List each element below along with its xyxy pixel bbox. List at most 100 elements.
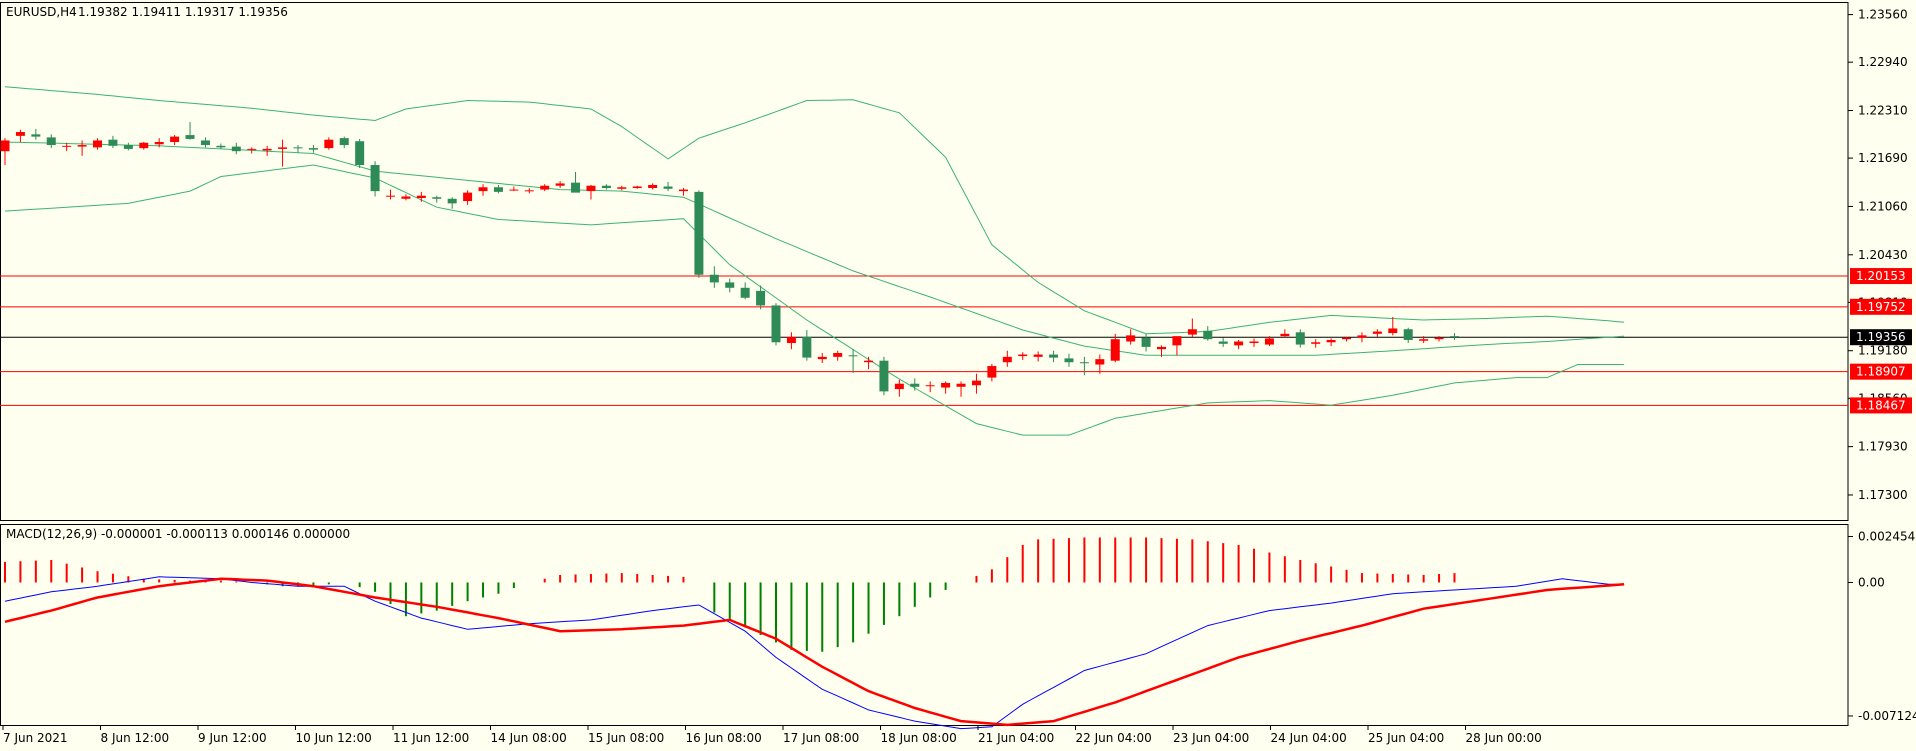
candle[interactable] (1403, 327, 1413, 344)
candle[interactable] (93, 138, 103, 150)
candle[interactable] (1372, 329, 1382, 337)
candle[interactable] (1172, 336, 1182, 356)
candle[interactable] (725, 278, 735, 293)
candle[interactable] (154, 138, 164, 148)
candle[interactable] (1388, 316, 1398, 336)
candle[interactable] (0, 138, 10, 166)
candle[interactable] (62, 142, 72, 152)
candle[interactable] (324, 137, 334, 150)
candle[interactable] (185, 122, 195, 140)
candle[interactable] (910, 378, 920, 391)
candle[interactable] (1018, 352, 1028, 360)
candle[interactable] (1079, 356, 1089, 376)
candle[interactable] (15, 129, 25, 142)
candle[interactable] (1326, 338, 1336, 347)
candle[interactable] (31, 128, 41, 140)
candle[interactable] (386, 189, 395, 200)
candle[interactable] (879, 356, 889, 396)
candle[interactable] (1141, 333, 1151, 352)
candle[interactable] (278, 139, 288, 167)
candle[interactable] (925, 381, 935, 393)
candle[interactable] (1234, 339, 1244, 350)
candle[interactable] (1049, 350, 1059, 363)
candle[interactable] (1311, 339, 1321, 348)
candle[interactable] (1218, 337, 1228, 347)
candle[interactable] (478, 184, 488, 196)
candle[interactable] (77, 140, 87, 156)
candle[interactable] (1264, 336, 1274, 347)
candle[interactable] (1449, 333, 1459, 340)
candle[interactable] (108, 135, 118, 149)
candle[interactable] (1434, 336, 1444, 342)
time-axis[interactable]: 7 Jun 2021 8 Jun 12:00 9 Jun 12:00 10 Jun 1… (2, 725, 1542, 745)
candle[interactable] (894, 379, 904, 397)
candle[interactable] (632, 185, 642, 189)
candle[interactable] (524, 188, 534, 194)
candle[interactable] (370, 161, 380, 197)
candle[interactable] (1095, 354, 1105, 374)
candle[interactable] (956, 381, 966, 397)
candle[interactable] (200, 137, 210, 148)
candle[interactable] (308, 145, 318, 153)
candle[interactable] (786, 332, 796, 350)
candle[interactable] (216, 143, 226, 149)
candle[interactable] (864, 356, 874, 370)
candle[interactable] (817, 353, 827, 363)
candle[interactable] (416, 191, 426, 202)
candle[interactable] (355, 138, 365, 169)
candle[interactable] (694, 190, 704, 278)
candle[interactable] (262, 145, 272, 156)
candle[interactable] (756, 285, 766, 310)
candle[interactable] (509, 186, 519, 192)
candle[interactable] (1033, 351, 1043, 362)
candle[interactable] (231, 142, 241, 155)
candle[interactable] (833, 350, 843, 361)
candle[interactable] (447, 197, 457, 209)
candle[interactable] (648, 183, 658, 190)
candle[interactable] (1280, 329, 1290, 338)
candle[interactable] (123, 142, 133, 151)
candle[interactable] (709, 266, 719, 288)
candle[interactable] (586, 184, 596, 200)
candle[interactable] (1126, 329, 1136, 345)
candle[interactable] (678, 188, 688, 196)
candle-body (77, 145, 87, 147)
candle[interactable] (170, 135, 180, 146)
candle[interactable] (1357, 332, 1367, 343)
candle[interactable] (401, 194, 411, 201)
candle[interactable] (493, 184, 503, 194)
time-tick-label: 7 Jun 2021 (3, 731, 68, 745)
candle[interactable] (663, 181, 673, 192)
candle[interactable] (1249, 338, 1259, 347)
candle[interactable] (1157, 345, 1166, 357)
candle[interactable] (1203, 326, 1213, 341)
candle-body (740, 287, 750, 298)
candle[interactable] (740, 282, 750, 300)
candle[interactable] (601, 184, 611, 190)
candle[interactable] (339, 136, 349, 149)
candle[interactable] (139, 141, 149, 150)
candle[interactable] (1295, 329, 1305, 348)
candle[interactable] (571, 171, 581, 193)
candle[interactable] (46, 134, 56, 149)
candle[interactable] (1187, 318, 1197, 337)
candle[interactable] (432, 195, 442, 203)
candle[interactable] (971, 373, 981, 394)
candle[interactable] (987, 363, 997, 382)
candle[interactable] (1064, 353, 1074, 367)
candle[interactable] (247, 147, 257, 154)
candle[interactable] (555, 181, 565, 189)
candle[interactable] (941, 381, 951, 394)
candle[interactable] (771, 303, 781, 346)
candle[interactable] (802, 329, 812, 361)
candle[interactable] (1002, 350, 1012, 367)
candle[interactable] (617, 185, 627, 191)
candle[interactable] (463, 190, 473, 205)
candle[interactable] (540, 184, 550, 192)
candle[interactable] (1110, 333, 1120, 363)
candle[interactable] (1419, 336, 1429, 344)
candle[interactable] (848, 349, 858, 373)
candle[interactable] (1342, 336, 1352, 342)
candle[interactable] (293, 145, 303, 153)
candles[interactable] (0, 122, 1459, 397)
